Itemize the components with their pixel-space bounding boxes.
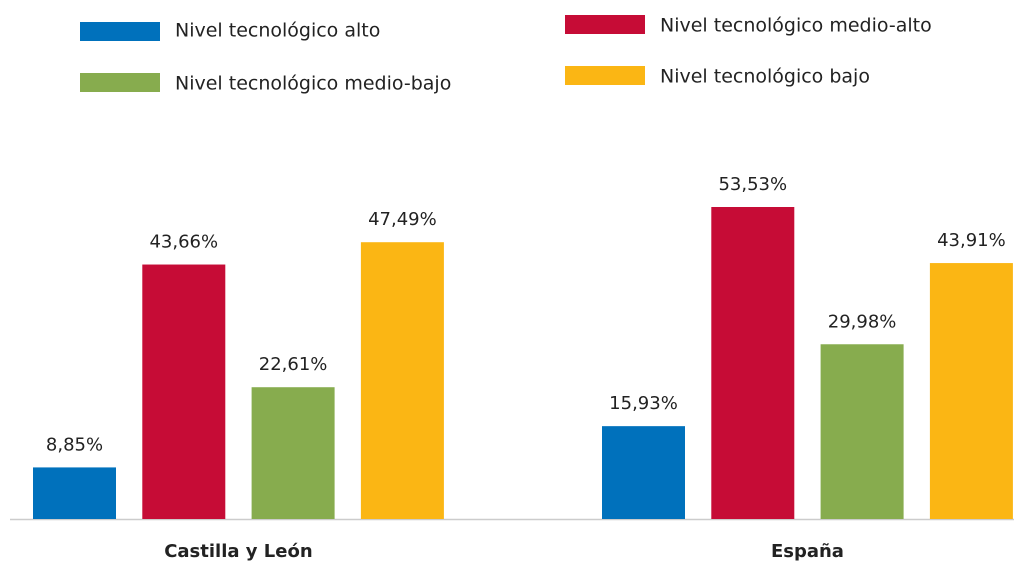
bar: [142, 264, 226, 519]
bar: [929, 263, 1013, 519]
bar: [602, 426, 685, 519]
data-label: 47,49%: [368, 209, 437, 230]
legend-swatch: [80, 73, 160, 92]
data-label: 29,98%: [828, 311, 897, 332]
bar: [33, 467, 116, 519]
category-label: Castilla y León: [164, 541, 312, 561]
legend-label: Nivel tecnológico medio-alto: [660, 15, 932, 37]
data-label: 15,93%: [609, 393, 678, 414]
data-label: 22,61%: [259, 354, 328, 375]
bar: [711, 207, 795, 519]
data-label: 43,91%: [937, 230, 1006, 251]
bar: [251, 387, 335, 519]
legend-swatch: [565, 15, 645, 34]
legend-label: Nivel tecnológico alto: [175, 20, 380, 42]
category-label: España: [771, 541, 844, 561]
bar: [360, 242, 444, 520]
legend-swatch: [565, 66, 645, 85]
legend-label: Nivel tecnológico bajo: [660, 66, 870, 88]
data-label: 53,53%: [718, 174, 787, 195]
data-label: 8,85%: [46, 434, 103, 455]
bar: [820, 344, 904, 519]
legend-label: Nivel tecnológico medio-bajo: [175, 73, 451, 95]
legend-swatch: [80, 22, 160, 41]
data-label: 43,66%: [149, 232, 218, 253]
